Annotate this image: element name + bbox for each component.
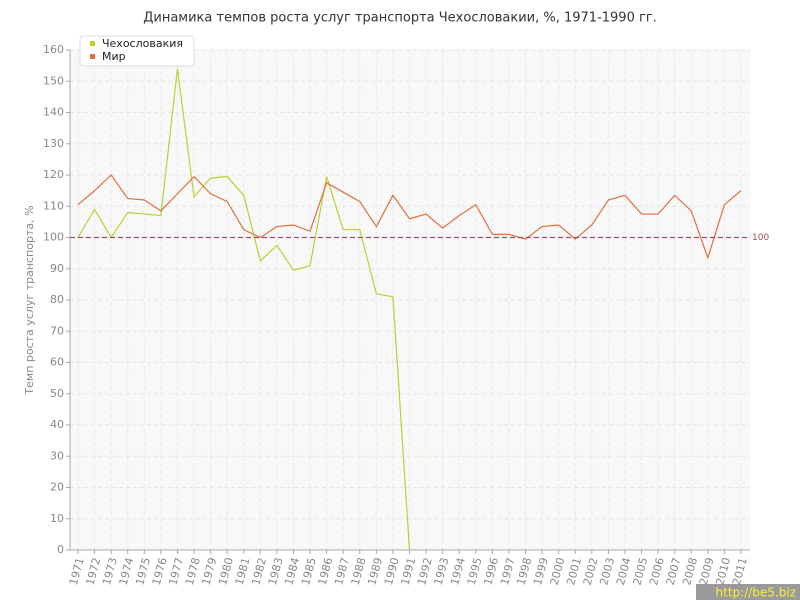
- y-tick-label: 90: [50, 262, 64, 275]
- series-line: [77, 68, 411, 551]
- y-tick-label: 60: [50, 356, 64, 369]
- legend-swatch: [90, 41, 95, 46]
- y-tick-label: 120: [43, 168, 64, 181]
- y-tick-label: 20: [50, 481, 64, 494]
- legend-swatch: [90, 54, 95, 59]
- watermark: http://be5.biz: [716, 586, 796, 600]
- y-tick-label: 70: [50, 324, 64, 337]
- y-axis-label: Темп роста услуг транспорта, %: [23, 205, 36, 395]
- y-tick-label: 160: [43, 43, 64, 56]
- y-tick-label: 50: [50, 387, 64, 400]
- reference-label: 100: [752, 233, 769, 243]
- chart-title: Динамика темпов роста услуг транспорта Ч…: [143, 11, 657, 26]
- y-tick-label: 30: [50, 449, 64, 462]
- y-tick-label: 80: [50, 293, 64, 306]
- legend-label: Чехословакия: [102, 37, 183, 50]
- y-tick-label: 140: [43, 106, 64, 119]
- legend-box: [79, 35, 195, 67]
- legend-label: Мир: [102, 50, 126, 63]
- y-tick-label: 150: [43, 74, 64, 87]
- y-tick-label: 10: [50, 512, 64, 525]
- watermark-bg: [696, 584, 800, 600]
- series-line: [77, 174, 742, 260]
- y-tick-label: 130: [43, 137, 64, 150]
- y-tick-label: 110: [43, 199, 64, 212]
- y-tick-label: 40: [50, 418, 64, 431]
- x-tick-label: 2011: [730, 556, 750, 586]
- y-tick-label: 0: [57, 543, 64, 556]
- y-tick-label: 100: [43, 231, 64, 244]
